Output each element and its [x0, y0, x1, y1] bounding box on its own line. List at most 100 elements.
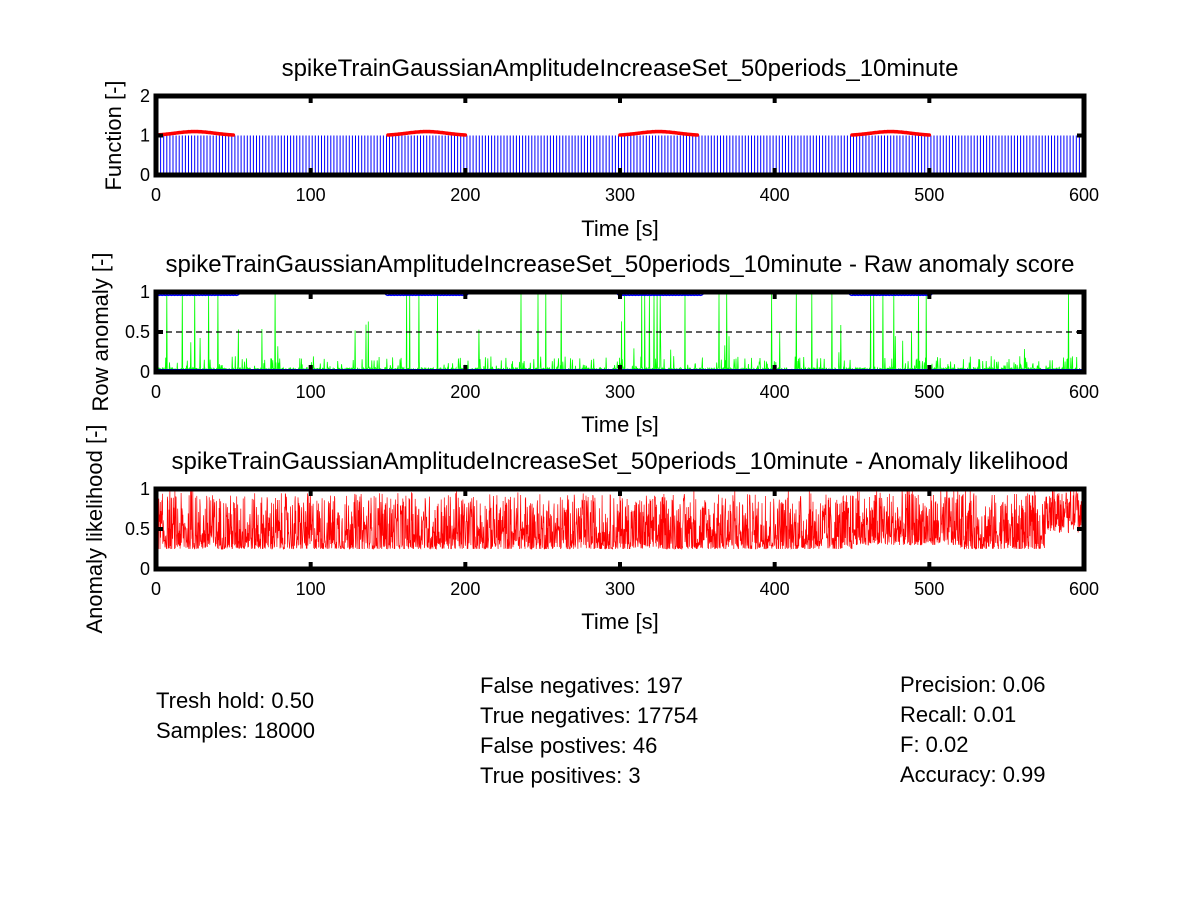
x-tick-label: 0 — [151, 579, 161, 599]
y-tick-label: 2 — [140, 86, 150, 106]
x-axis-label: Time [s] — [581, 609, 658, 634]
label-marker — [210, 292, 219, 297]
label-marker — [860, 292, 869, 297]
label-marker — [399, 292, 408, 297]
label-marker — [680, 292, 690, 297]
label-marker — [442, 292, 451, 297]
label-marker — [436, 292, 445, 297]
label-marker — [156, 292, 164, 297]
gaussian-segment — [386, 129, 468, 137]
x-tick-label: 600 — [1069, 185, 1099, 205]
label-marker — [863, 292, 872, 297]
label-marker — [646, 292, 655, 297]
plot-area — [156, 292, 1084, 372]
label-marker — [223, 292, 232, 297]
label-marker — [851, 292, 860, 297]
label-marker — [696, 292, 705, 297]
label-marker — [439, 292, 448, 297]
label-marker — [888, 292, 897, 297]
chart-2: 0 100 200 300 400 500 600 0 0.5 1 spikeTrainGaussi… — [88, 251, 1099, 437]
label-marker — [878, 292, 887, 297]
label-marker — [631, 292, 640, 297]
label-marker — [195, 292, 204, 297]
label-marker — [411, 292, 420, 297]
y-tick-label: 1 — [140, 282, 150, 302]
label-marker — [414, 292, 423, 297]
label-marker — [854, 292, 863, 297]
label-marker — [405, 292, 414, 297]
label-marker — [229, 292, 238, 297]
label-marker — [393, 292, 402, 297]
y-tick-label: 0 — [140, 362, 150, 382]
recall-text: Recall: 0.01 — [900, 702, 1017, 727]
label-marker — [684, 292, 693, 297]
x-tick-label: 200 — [450, 382, 480, 402]
f-score-text: F: 0.02 — [900, 732, 969, 757]
label-marker — [872, 292, 881, 297]
samples-text: Samples: 18000 — [156, 718, 315, 743]
label-series — [156, 292, 1084, 372]
label-marker — [643, 292, 652, 297]
label-marker — [653, 292, 662, 297]
label-marker — [857, 292, 866, 297]
x-tick-label: 300 — [605, 579, 635, 599]
label-marker — [847, 292, 857, 297]
anomaly-window — [847, 292, 934, 297]
label-marker — [885, 292, 894, 297]
label-marker — [906, 292, 915, 297]
y-axis-label: Row anomaly [-] — [88, 253, 113, 412]
label-marker — [897, 292, 906, 297]
x-tick-label: 0 — [151, 185, 161, 205]
label-marker — [916, 292, 925, 297]
y-axis-label: Anomaly likelihood [-] — [82, 424, 107, 633]
label-marker — [158, 292, 167, 297]
gaussian-point — [231, 133, 236, 137]
y-tick-label: 0.5 — [125, 322, 150, 342]
x-tick-label: 400 — [760, 579, 790, 599]
accuracy-text: Accuracy: 0.99 — [900, 762, 1046, 787]
label-marker — [433, 292, 442, 297]
label-marker — [213, 292, 222, 297]
gaussian-point — [927, 133, 932, 137]
y-tick-label: 0 — [140, 559, 150, 579]
label-marker — [687, 292, 696, 297]
label-marker — [448, 292, 458, 297]
x-tick-label: 500 — [914, 185, 944, 205]
label-marker — [866, 292, 875, 297]
x-tick-label: 300 — [605, 185, 635, 205]
x-tick-label: 200 — [450, 185, 480, 205]
label-marker — [662, 292, 671, 297]
label-marker — [179, 292, 188, 297]
label-marker — [164, 292, 173, 297]
false-positives-text: False postives: 46 — [480, 733, 658, 758]
stats-middle: False negatives: 197 True negatives: 177… — [480, 671, 698, 791]
label-marker — [396, 292, 405, 297]
label-marker — [182, 292, 191, 297]
x-tick-label: 100 — [296, 579, 326, 599]
chart-title: spikeTrainGaussianAmplitudeIncreaseSet_5… — [166, 251, 1075, 278]
label-marker — [894, 292, 903, 297]
x-tick-label: 600 — [1069, 579, 1099, 599]
label-marker — [387, 292, 396, 297]
label-marker — [458, 292, 467, 297]
gaussian-point — [463, 133, 468, 137]
label-marker — [881, 292, 891, 297]
label-marker — [909, 292, 918, 297]
label-marker — [690, 292, 699, 297]
label-marker — [903, 292, 912, 297]
label-marker — [891, 292, 900, 297]
label-marker — [167, 292, 176, 297]
label-marker — [427, 292, 436, 297]
label-marker — [625, 292, 634, 297]
label-marker — [198, 292, 207, 297]
label-marker — [201, 292, 210, 297]
label-marker — [640, 292, 649, 297]
x-axis-label: Time [s] — [581, 412, 658, 437]
x-tick-label: 0 — [151, 382, 161, 402]
label-marker — [185, 292, 195, 297]
label-marker — [408, 292, 417, 297]
label-marker — [161, 292, 170, 297]
label-marker — [622, 292, 631, 297]
label-marker — [656, 292, 665, 297]
stats-left: Tresh hold: 0.50 Samples: 18000 — [156, 686, 315, 746]
